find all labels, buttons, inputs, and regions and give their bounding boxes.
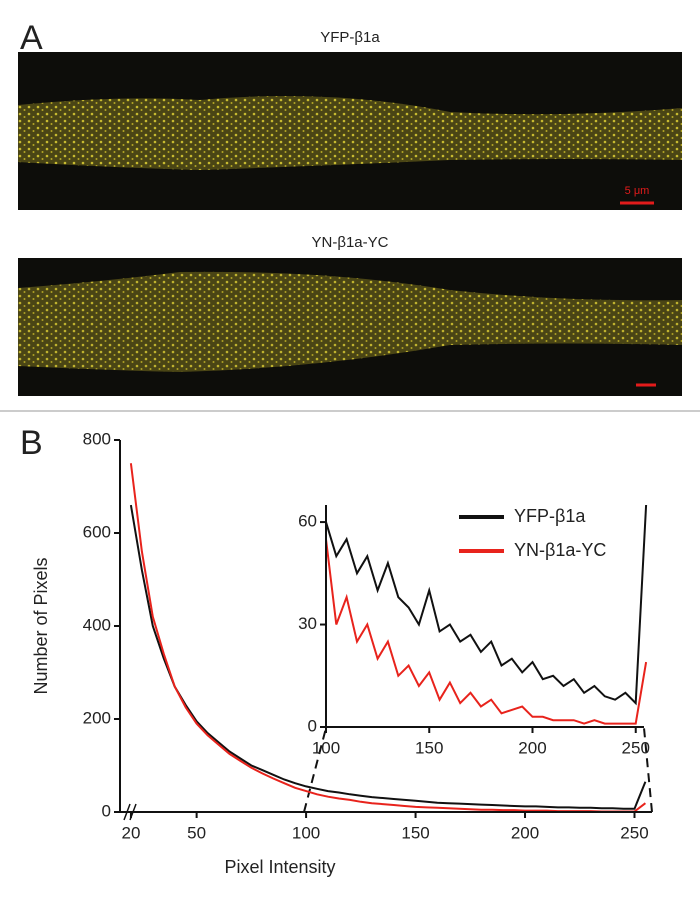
x-tick-label: 50 bbox=[187, 823, 206, 842]
image-title: YFP-β1a bbox=[320, 29, 380, 46]
scale-label: 5 μm bbox=[625, 185, 650, 197]
y-tick-label: 800 bbox=[83, 429, 111, 448]
series-line bbox=[325, 539, 648, 725]
x-axis-title: Pixel Intensity bbox=[224, 857, 335, 877]
y-tick-label: 60 bbox=[298, 512, 317, 531]
x-tick-label: 100 bbox=[312, 738, 340, 757]
x-tick-label: 250 bbox=[622, 738, 650, 757]
y-tick-label: 600 bbox=[83, 522, 111, 541]
micrograph bbox=[18, 258, 682, 396]
y-tick-label: 400 bbox=[83, 615, 111, 634]
y-axis-title: Number of Pixels bbox=[31, 557, 51, 694]
x-tick-label: 200 bbox=[518, 738, 546, 757]
x-tick-label: 100 bbox=[292, 823, 320, 842]
zoom-guides bbox=[303, 727, 653, 813]
y-tick-label: 200 bbox=[83, 708, 111, 727]
x-tick-label: 150 bbox=[401, 823, 429, 842]
x-tick-label: 20 bbox=[121, 823, 140, 842]
series-line bbox=[325, 504, 648, 706]
panel-label: A bbox=[20, 19, 43, 57]
inset-background bbox=[326, 505, 644, 727]
series-line bbox=[129, 504, 647, 810]
y-tick-label: 0 bbox=[102, 801, 111, 820]
x-tick-label: 250 bbox=[620, 823, 648, 842]
panel-label: B bbox=[20, 424, 43, 462]
y-tick-label: 0 bbox=[308, 716, 317, 735]
image-title: YN-β1a-YC bbox=[312, 234, 389, 251]
micrograph bbox=[18, 52, 682, 210]
legend-label: YN-β1a-YC bbox=[514, 540, 606, 560]
x-tick-label: 200 bbox=[511, 823, 539, 842]
x-tick-label: 150 bbox=[415, 738, 443, 757]
y-tick-label: 30 bbox=[298, 614, 317, 633]
legend-label: YFP-β1a bbox=[514, 506, 586, 526]
